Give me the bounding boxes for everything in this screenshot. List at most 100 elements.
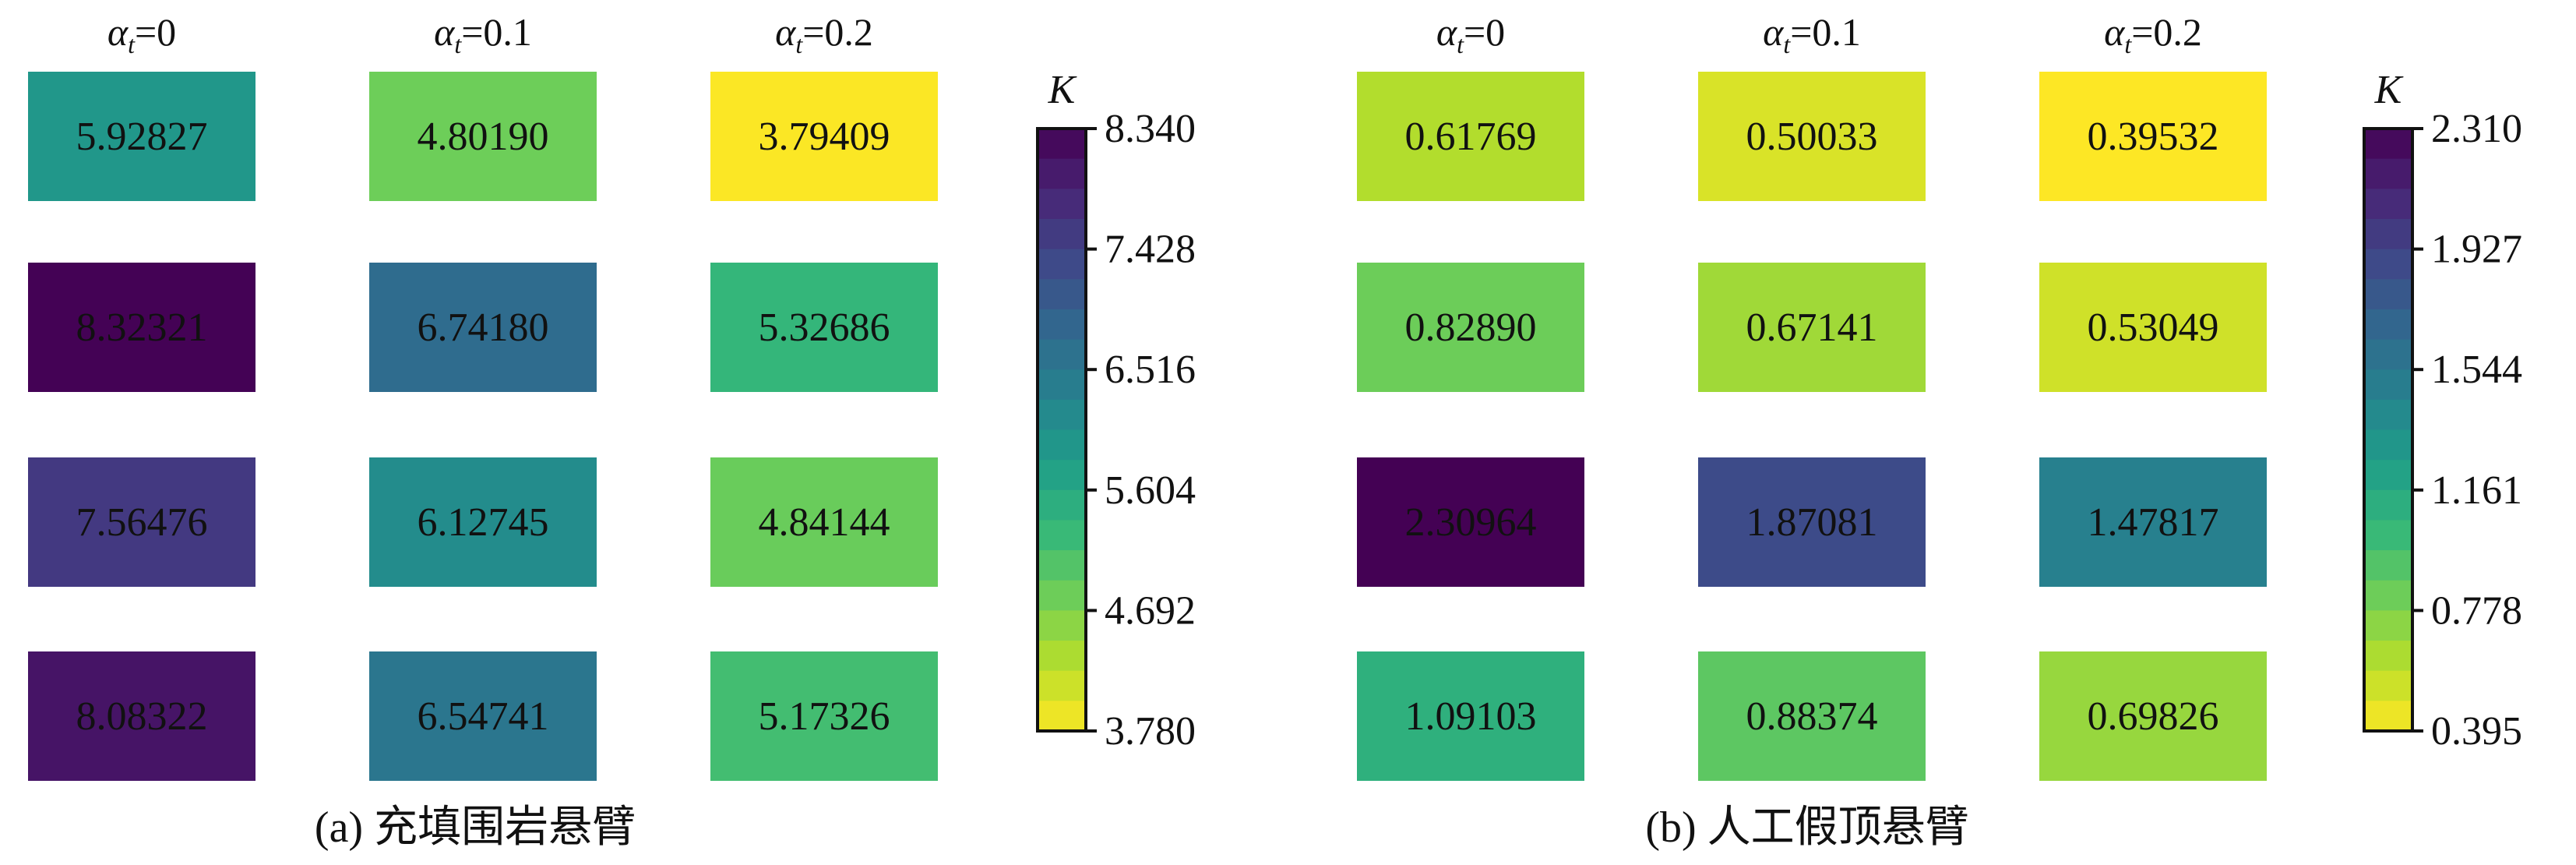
colorbar-segment <box>2364 129 2412 160</box>
cell-value-label: 8.08322 <box>76 694 208 739</box>
colorbar-tick-label: 8.340 <box>1105 107 1196 151</box>
colorbar-segment <box>1038 550 1086 581</box>
heatmap-cell <box>710 263 938 392</box>
colorbar-label: K <box>2374 68 2404 112</box>
cell-value-label: 0.50033 <box>1746 115 1878 159</box>
heatmap-cell <box>1698 457 1926 587</box>
colorbar-segment <box>2364 158 2412 189</box>
heatmap-cell <box>369 651 597 781</box>
panel-caption: (a) 充填围岩悬臂 <box>315 803 636 852</box>
cell-value-label: 0.69826 <box>2088 694 2219 739</box>
column-header-1: αt=0.1 <box>1763 10 1861 58</box>
colorbar-frame <box>1036 127 1087 733</box>
column-header-1: αt=0.1 <box>434 10 532 58</box>
cell-value-label: 0.67141 <box>1746 305 1878 350</box>
cell-value-label: 0.39532 <box>2088 115 2219 159</box>
colorbar-tick-label: 4.692 <box>1105 588 1196 633</box>
cell-value-label: 8.32321 <box>76 305 208 350</box>
colorbar-segment <box>1038 489 1086 521</box>
heatmap-cell <box>1698 651 1926 781</box>
colorbar-segment <box>1038 641 1086 672</box>
cell-value-label: 0.88374 <box>1746 694 1878 739</box>
colorbar-segment <box>1038 189 1086 220</box>
colorbar-segment <box>1038 218 1086 250</box>
heatmap-cell <box>2039 651 2267 781</box>
cell-value-label: 0.61769 <box>1405 115 1537 159</box>
cell-value-label: 6.54741 <box>418 694 549 739</box>
colorbar-segment <box>2364 399 2412 431</box>
colorbar-segment <box>2364 641 2412 672</box>
heatmap-cell <box>369 263 597 392</box>
column-header-0: αt=0 <box>1436 10 1505 58</box>
colorbar-segment <box>1038 460 1086 491</box>
cell-value-label: 1.87081 <box>1746 500 1878 545</box>
colorbar-segment <box>1038 369 1086 401</box>
colorbar-segment <box>1038 158 1086 189</box>
cell-value-label: 0.82890 <box>1405 305 1537 350</box>
colorbar-segment <box>2364 309 2412 341</box>
heatmap-cell <box>28 457 255 587</box>
colorbar-segment <box>2364 489 2412 521</box>
colorbar-segment <box>2364 670 2412 701</box>
heatmap-cell <box>28 651 255 781</box>
colorbar-tick-label: 3.780 <box>1105 709 1196 754</box>
cell-value-label: 0.53049 <box>2088 305 2219 350</box>
colorbar-frame <box>2363 127 2414 733</box>
colorbar-segment <box>1038 670 1086 701</box>
heatmap-cell <box>1357 651 1584 781</box>
colorbar-segment <box>1038 610 1086 641</box>
colorbar-segment <box>2364 520 2412 551</box>
colorbar-tick-label: 6.516 <box>1105 348 1196 392</box>
colorbar-segment <box>2364 369 2412 401</box>
colorbar-segment <box>2364 701 2412 732</box>
panel-b: αt=0 αt=0.1 αt=0.2 0.61769 0.50033 0.39532 0.8… <box>1357 10 2522 852</box>
column-header-2: αt=0.2 <box>2104 10 2202 58</box>
heatmap-cell <box>369 72 597 201</box>
cell-value-label: 4.80190 <box>418 115 549 159</box>
colorbar-segment <box>2364 610 2412 641</box>
colorbar-segment <box>2364 460 2412 491</box>
heatmap-cell <box>710 651 938 781</box>
colorbar-tick-label: 1.161 <box>2431 468 2522 513</box>
cell-value-label: 5.92827 <box>76 115 208 159</box>
colorbar-segment <box>2364 279 2412 310</box>
heatmap-cell <box>1357 457 1584 587</box>
heatmap-cell <box>2039 72 2267 201</box>
heatmap-cell <box>28 72 255 201</box>
column-header-0: αt=0 <box>107 10 176 58</box>
cell-value-label: 2.30964 <box>1405 500 1537 545</box>
colorbar-tick-label: 1.544 <box>2431 348 2522 392</box>
colorbar-segment <box>2364 429 2412 461</box>
colorbar-segment <box>1038 520 1086 551</box>
colorbar-tick-label: 0.778 <box>2431 588 2522 633</box>
heatmap-cell <box>1357 72 1584 201</box>
colorbar-segment <box>2364 580 2412 611</box>
colorbar-tick-label: 2.310 <box>2431 107 2522 151</box>
cell-value-label: 6.74180 <box>418 305 549 350</box>
cell-value-label: 4.84144 <box>759 500 890 545</box>
heatmap-cell <box>2039 457 2267 587</box>
colorbar-tick-label: 0.395 <box>2431 709 2522 754</box>
colorbar-segment <box>1038 701 1086 732</box>
cell-value-label: 5.17326 <box>759 694 890 739</box>
cell-value-label: 1.47817 <box>2088 500 2219 545</box>
colorbar-segment <box>2364 550 2412 581</box>
heatmap-cell <box>1698 263 1926 392</box>
heatmap-cell <box>710 72 938 201</box>
colorbar-segment <box>1038 309 1086 341</box>
colorbar-label: K <box>1048 68 1077 112</box>
colorbar-segment <box>1038 429 1086 461</box>
colorbar-segment <box>1038 249 1086 280</box>
heatmap-cell <box>1357 263 1584 392</box>
heatmap-cell <box>710 457 938 587</box>
colorbar-tick-label: 5.604 <box>1105 468 1196 513</box>
colorbar-segment <box>1038 339 1086 370</box>
colorbar-segment <box>2364 189 2412 220</box>
cell-value-label: 6.12745 <box>418 500 549 545</box>
colorbar-segment <box>1038 129 1086 160</box>
colorbar-segment <box>2364 249 2412 280</box>
colorbar-segment <box>1038 279 1086 310</box>
heatmap-cell <box>369 457 597 587</box>
colorbar-segment <box>2364 339 2412 370</box>
